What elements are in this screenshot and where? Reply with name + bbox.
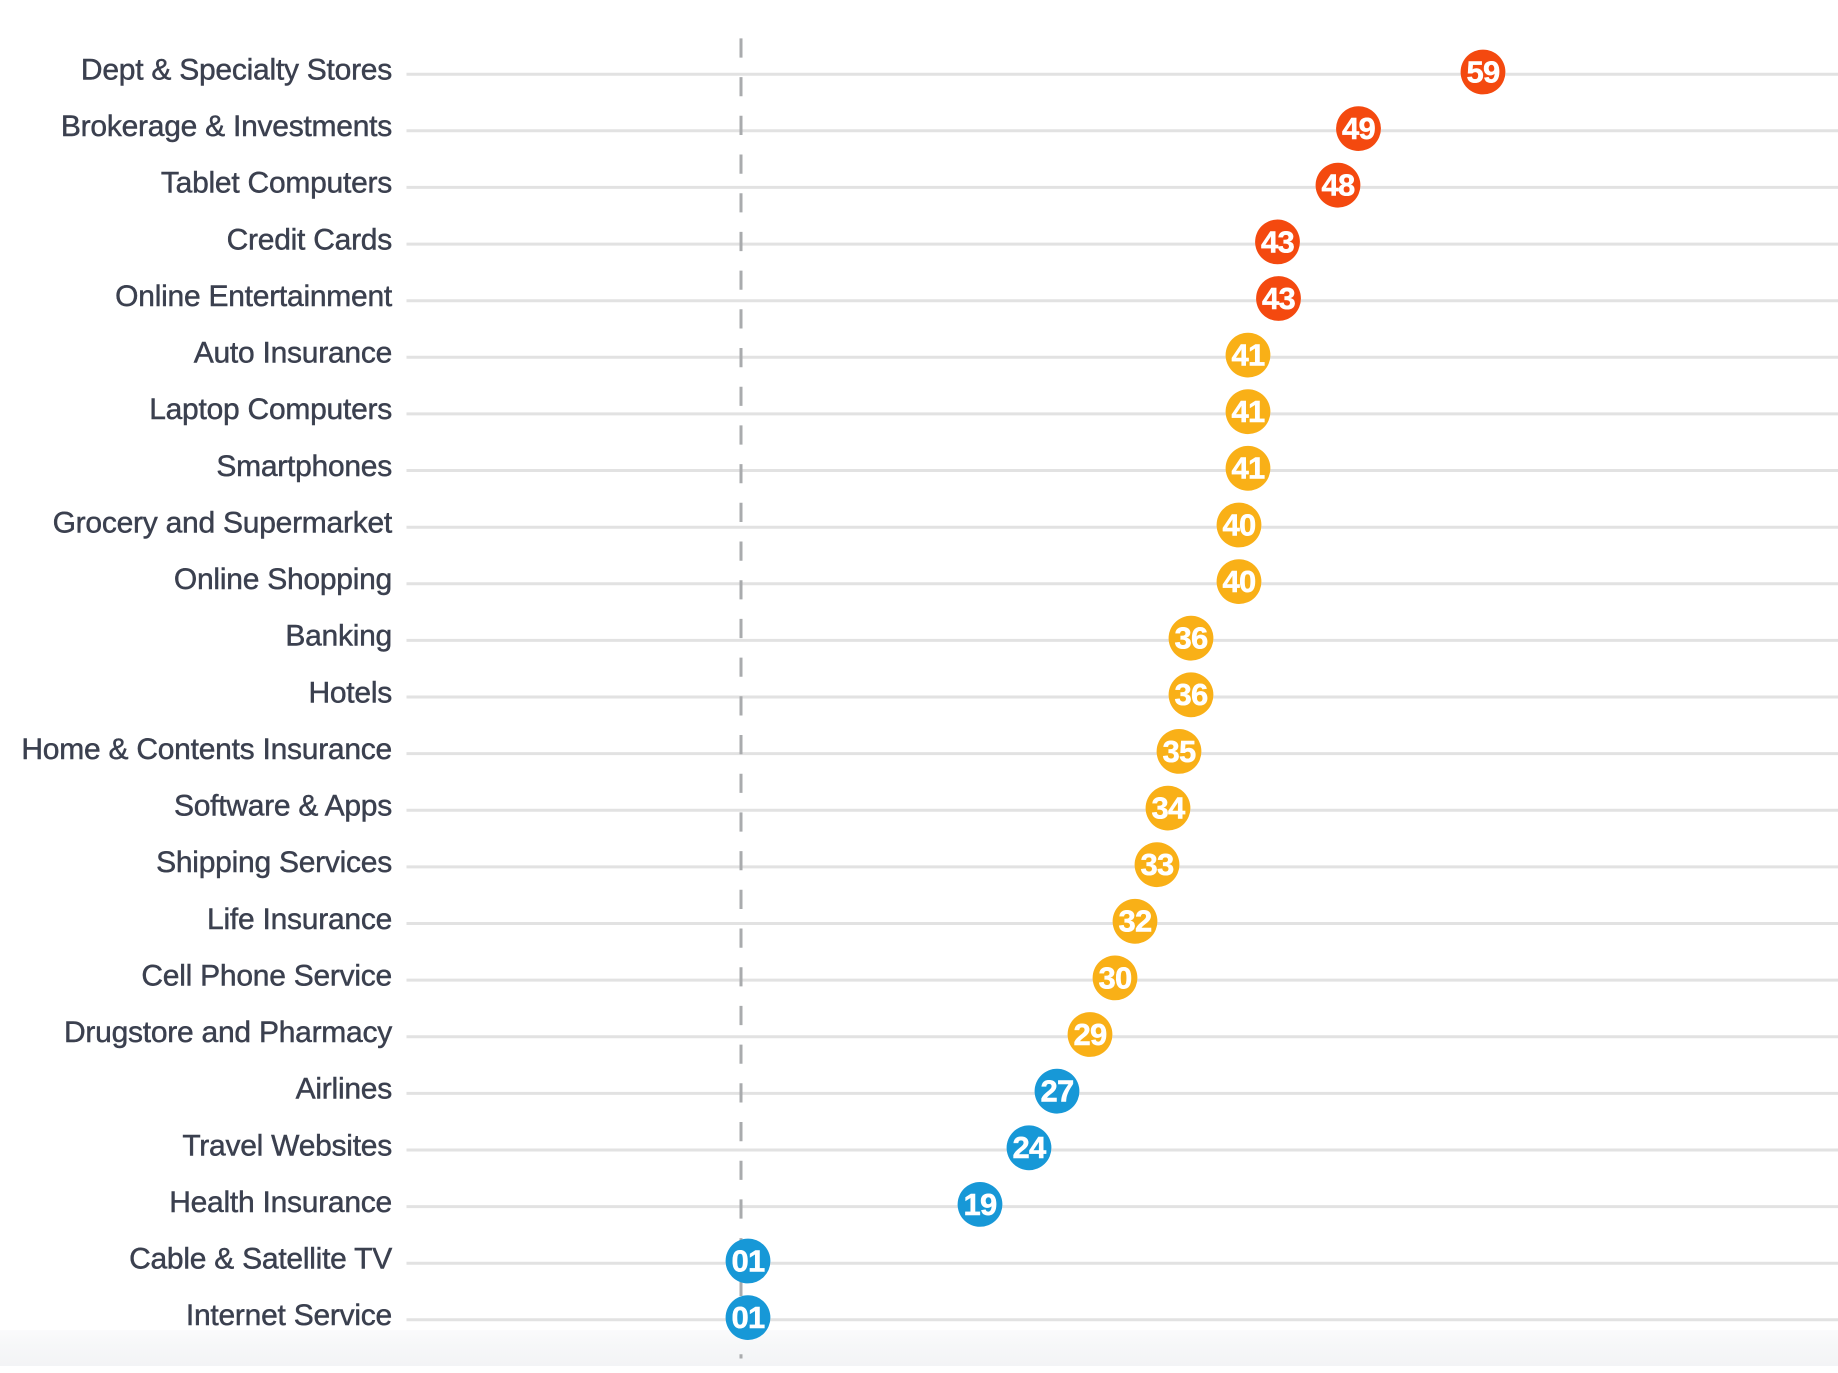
svg-text:Auto Insurance: Auto Insurance <box>194 337 392 370</box>
svg-text:19: 19 <box>964 1187 997 1222</box>
svg-text:Travel Websites: Travel Websites <box>182 1129 392 1162</box>
svg-text:Laptop Computers: Laptop Computers <box>149 393 392 426</box>
svg-text:30: 30 <box>1099 960 1132 995</box>
svg-text:Software & Apps: Software & Apps <box>174 790 392 823</box>
svg-text:36: 36 <box>1175 677 1208 712</box>
svg-text:Home & Contents Insurance: Home & Contents Insurance <box>21 733 392 766</box>
svg-text:35: 35 <box>1163 734 1196 769</box>
svg-text:24: 24 <box>1013 1130 1047 1165</box>
svg-text:33: 33 <box>1141 847 1174 882</box>
svg-text:Airlines: Airlines <box>296 1073 392 1106</box>
svg-text:Dept & Specialty Stores: Dept & Specialty Stores <box>81 54 392 87</box>
svg-text:Credit Cards: Credit Cards <box>227 223 392 256</box>
svg-text:48: 48 <box>1322 168 1355 203</box>
svg-text:29: 29 <box>1074 1017 1107 1052</box>
svg-text:59: 59 <box>1467 54 1500 89</box>
svg-text:32: 32 <box>1119 904 1152 939</box>
svg-text:49: 49 <box>1342 111 1375 146</box>
svg-text:Shipping Services: Shipping Services <box>156 846 392 879</box>
svg-text:36: 36 <box>1175 621 1208 656</box>
svg-text:Cable & Satellite TV: Cable & Satellite TV <box>129 1243 392 1276</box>
svg-text:43: 43 <box>1261 224 1294 259</box>
svg-text:Cell Phone Service: Cell Phone Service <box>141 959 392 992</box>
svg-text:Smartphones: Smartphones <box>216 450 392 483</box>
svg-text:Banking: Banking <box>285 620 392 653</box>
svg-text:41: 41 <box>1232 394 1265 429</box>
svg-text:Tablet Computers: Tablet Computers <box>161 167 392 200</box>
svg-text:Hotels: Hotels <box>308 676 392 709</box>
svg-text:Grocery and Supermarket: Grocery and Supermarket <box>53 507 393 540</box>
svg-text:Online Shopping: Online Shopping <box>174 563 392 596</box>
svg-text:Drugstore and Pharmacy: Drugstore and Pharmacy <box>64 1016 392 1049</box>
svg-text:27: 27 <box>1041 1074 1074 1109</box>
svg-text:34: 34 <box>1152 791 1186 826</box>
svg-text:41: 41 <box>1232 338 1265 373</box>
svg-text:Online Entertainment: Online Entertainment <box>115 280 393 313</box>
svg-text:Health Insurance: Health Insurance <box>169 1186 392 1219</box>
svg-text:Internet Service: Internet Service <box>186 1299 392 1332</box>
svg-text:40: 40 <box>1223 564 1256 599</box>
svg-text:Brokerage & Investments: Brokerage & Investments <box>61 110 392 143</box>
svg-text:40: 40 <box>1223 507 1256 542</box>
svg-text:Life Insurance: Life Insurance <box>207 903 392 936</box>
svg-text:01: 01 <box>732 1300 765 1335</box>
svg-text:41: 41 <box>1232 451 1265 486</box>
svg-text:43: 43 <box>1262 281 1295 316</box>
svg-text:01: 01 <box>732 1243 765 1278</box>
